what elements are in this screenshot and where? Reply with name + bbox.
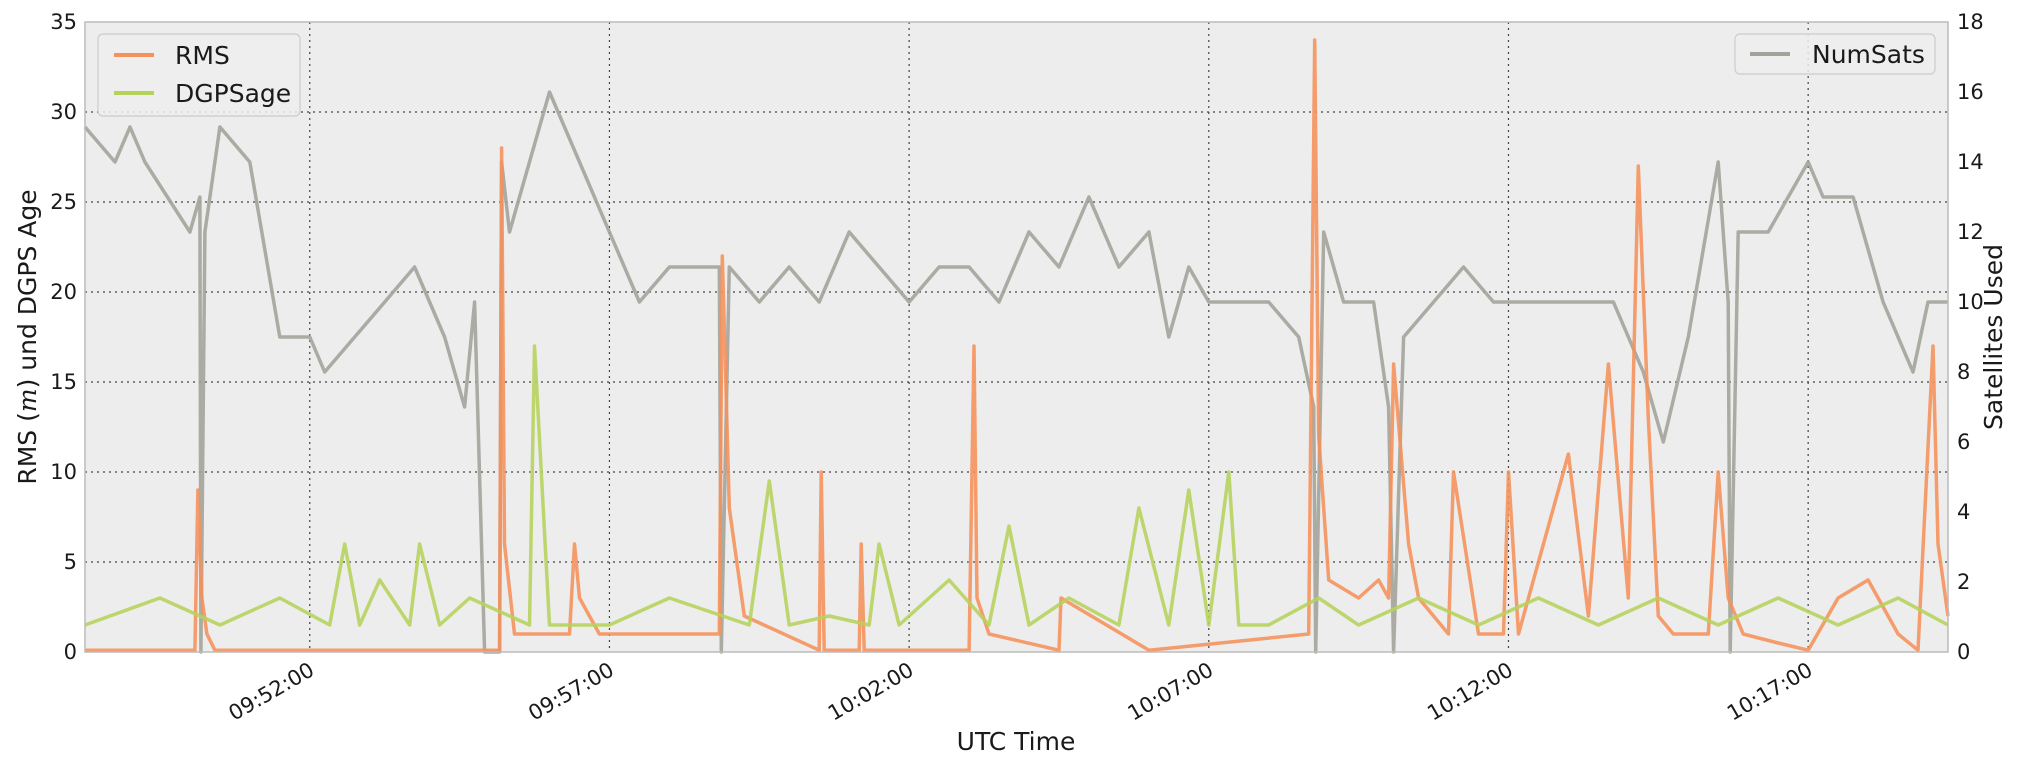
y-left-tick-label: 15 <box>50 370 77 394</box>
x-tick-label: 10:02:00 <box>824 658 918 726</box>
left-axis-title: RMS (m) und DGPS Age <box>13 189 42 484</box>
x-axis-title: UTC Time <box>957 727 1076 756</box>
x-tick-label: 09:52:00 <box>225 658 319 726</box>
legend-label-rms: RMS <box>175 41 230 70</box>
legend-right-box <box>1734 33 1936 75</box>
y-right-tick-label: 18 <box>1957 10 1984 34</box>
legend-right: NumSats <box>1734 33 1936 75</box>
y-left-tick-label: 35 <box>50 10 77 34</box>
y-left-tick-label: 0 <box>64 640 77 664</box>
legend-label-dgpsage: DGPSage <box>175 79 291 108</box>
left-axis-title-prefix: RMS ( <box>13 412 42 485</box>
legend-label-numsats: NumSats <box>1812 40 1925 69</box>
y-right-tick-label: 14 <box>1957 150 1984 174</box>
x-tick-label: 10:17:00 <box>1723 658 1817 726</box>
y-left-tick-label: 30 <box>50 100 77 124</box>
legend-left: RMS DGPSage <box>97 33 301 117</box>
plot-series <box>83 38 1950 654</box>
y-right-tick-label: 4 <box>1957 500 1970 524</box>
y-left-tick-label: 5 <box>64 550 77 574</box>
y-right-tick-label: 12 <box>1957 220 1984 244</box>
x-tick-label: 10:12:00 <box>1423 658 1517 726</box>
series-line-dgpsage <box>84 344 1949 627</box>
y-left-tick-label: 10 <box>50 460 77 484</box>
y-right-tick-label: 6 <box>1957 430 1970 454</box>
plot-background <box>85 22 1948 652</box>
left-axis-title-suffix: ) und DGPS Age <box>13 189 42 388</box>
x-tick-label: 10:07:00 <box>1124 658 1218 726</box>
y-right-tick-label: 16 <box>1957 80 1984 104</box>
right-axis-title: Satellites Used <box>1979 244 2008 430</box>
left-axis-title-unit: m <box>13 388 42 412</box>
y-left-tick-label: 25 <box>50 190 77 214</box>
y-right-tick-label: 0 <box>1957 640 1970 664</box>
x-tick-label: 09:57:00 <box>524 658 618 726</box>
y-right-tick-label: 8 <box>1957 360 1970 384</box>
plot-frame <box>84 21 1949 653</box>
y-right-tick-label: 2 <box>1957 570 1970 594</box>
series-line-rms <box>85 38 1950 652</box>
series-line-numsats <box>83 90 1948 654</box>
y-left-tick-label: 20 <box>50 280 77 304</box>
y-right-tick-label: 10 <box>1957 290 1984 314</box>
